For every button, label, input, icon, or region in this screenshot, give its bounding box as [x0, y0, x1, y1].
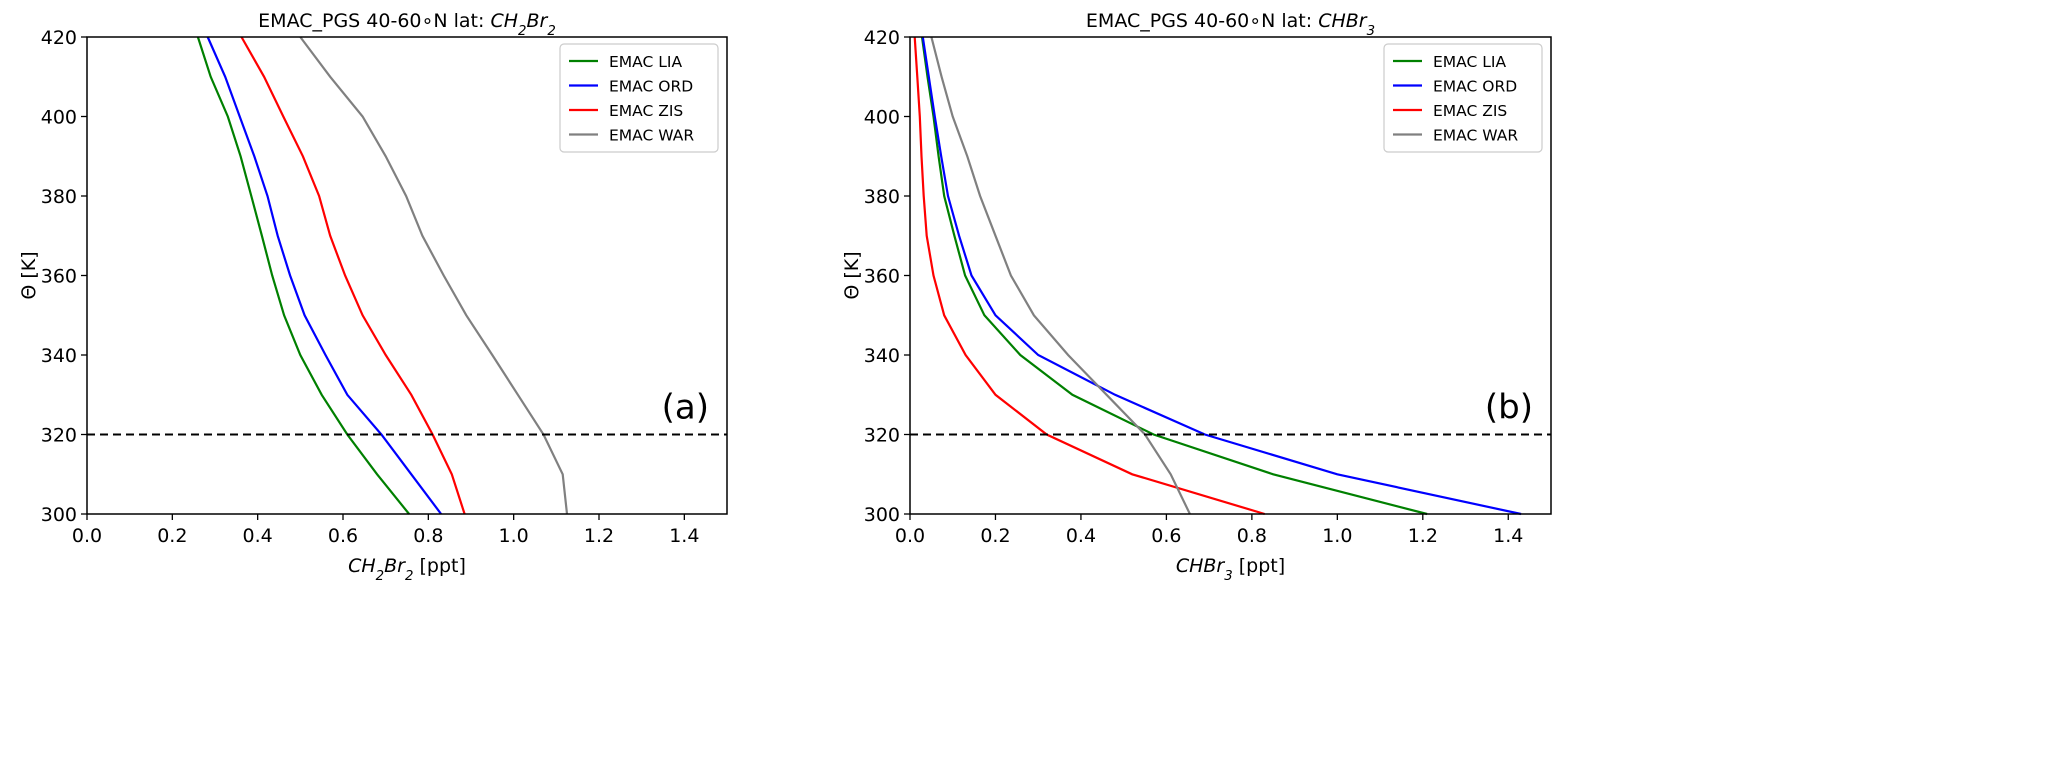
y-axis-label: Θ [K]	[841, 251, 863, 299]
x-axis-label: CHBr3 [ppt]	[1176, 555, 1285, 584]
x-axis-unit: [ppt]	[1233, 555, 1285, 577]
x-tick-label: 0.8	[1237, 525, 1267, 547]
x-tick-label: 1.0	[499, 525, 529, 547]
species-subscript: 2	[405, 569, 413, 584]
y-tick-label: 340	[41, 345, 77, 367]
x-tick-label: 0.2	[980, 525, 1010, 547]
series-line-emac-lia	[920, 36, 1428, 516]
species-base: CHBr	[1176, 555, 1226, 577]
y-tick-label: 400	[864, 107, 900, 129]
legend-label: EMAC LIA	[609, 53, 682, 71]
x-tick-label: 0.6	[1151, 525, 1181, 547]
species-base: CH	[348, 555, 376, 577]
x-axis-label: CH2Br2 [ppt]	[348, 555, 466, 584]
chart-title: EMAC_PGS 40-60∘N lat: CHBr3	[1086, 10, 1375, 39]
x-tick-label: 0.2	[157, 525, 187, 547]
y-tick-label: 360	[41, 266, 77, 288]
species-subscript: 2	[376, 569, 384, 584]
series-line-emac-ord	[206, 36, 442, 515]
series-line-emac-war	[930, 36, 1191, 515]
y-tick-label: 340	[864, 345, 900, 367]
x-tick-label: 0.0	[895, 525, 925, 547]
series-line-emac-war	[299, 36, 569, 515]
x-tick-label: 1.2	[1408, 525, 1438, 547]
legend-label: EMAC ZIS	[1433, 102, 1507, 120]
series-line-emac-zis	[913, 36, 1266, 516]
legend-label: EMAC LIA	[1433, 53, 1506, 71]
y-tick-label: 300	[864, 504, 900, 526]
y-tick-label: 360	[864, 266, 900, 288]
legend-label: EMAC ORD	[609, 78, 693, 96]
y-tick-label: 420	[41, 27, 77, 49]
legend: EMAC LIA EMAC ORD EMAC ZIS EMAC WAR	[559, 43, 719, 153]
x-tick-label: 1.4	[1493, 525, 1523, 547]
species-mid: Br	[384, 555, 406, 577]
title-prefix: EMAC_PGS 40-60∘N lat:	[1086, 10, 1318, 32]
x-tick-label: 0.4	[243, 525, 273, 547]
species-subscript: 3	[1367, 24, 1375, 39]
species-mid: Br	[526, 10, 548, 32]
x-axis-unit: [ppt]	[413, 555, 465, 577]
chart-title: EMAC_PGS 40-60∘N lat: CH2Br2	[258, 10, 556, 39]
species-base: CHBr	[1318, 10, 1368, 32]
species-subscript: 2	[547, 24, 555, 39]
x-tick-label: 0.8	[413, 525, 443, 547]
legend-label: EMAC WAR	[609, 127, 694, 145]
legend-label: EMAC ORD	[1433, 78, 1517, 96]
y-tick-label: 380	[864, 186, 900, 208]
y-tick-label: 300	[41, 504, 77, 526]
legend-box	[559, 43, 719, 153]
y-axis-label: Θ [K]	[18, 251, 40, 299]
x-tick-label: 1.4	[669, 525, 699, 547]
y-tick-label: 380	[41, 186, 77, 208]
species-subscript: 2	[518, 24, 526, 39]
series-line-emac-lia	[196, 36, 410, 515]
series-line-emac-ord	[921, 36, 1522, 516]
x-tick-label: 0.4	[1066, 525, 1096, 547]
x-tick-label: 1.0	[1322, 525, 1352, 547]
legend: EMAC LIA EMAC ORD EMAC ZIS EMAC WAR	[1383, 43, 1543, 153]
y-tick-label: 320	[41, 425, 77, 447]
legend-label: EMAC ZIS	[609, 102, 683, 120]
panel-label: (a)	[662, 388, 709, 428]
x-tick-label: 1.2	[584, 525, 614, 547]
legend-label: EMAC WAR	[1433, 127, 1518, 145]
y-tick-label: 420	[864, 27, 900, 49]
y-tick-label: 320	[864, 425, 900, 447]
species-subscript: 3	[1224, 569, 1232, 584]
x-tick-label: 0.0	[72, 525, 102, 547]
species-base: CH	[490, 10, 518, 32]
y-tick-label: 400	[41, 107, 77, 129]
x-tick-label: 0.6	[328, 525, 358, 547]
panel-label: (b)	[1485, 388, 1533, 428]
legend-box	[1383, 43, 1543, 153]
title-prefix: EMAC_PGS 40-60∘N lat:	[258, 10, 490, 32]
